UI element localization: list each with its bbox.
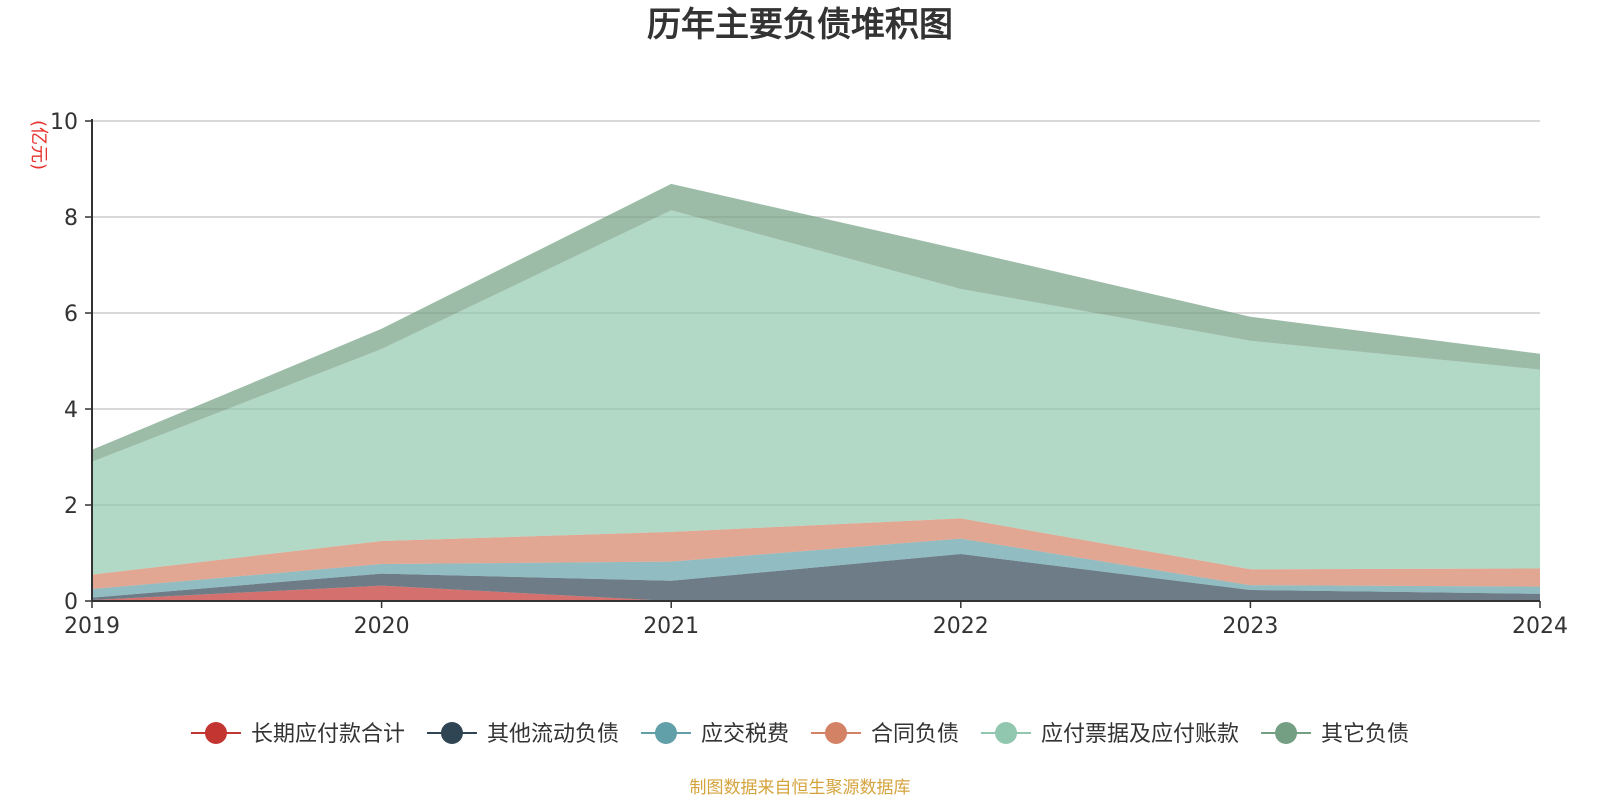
legend-label: 其它负债 [1321, 722, 1409, 747]
legend-marker [995, 722, 1018, 744]
legend-marker [825, 722, 847, 744]
y-tick-label: 10 [50, 110, 78, 135]
legend-item[interactable]: 应交税费 [640, 722, 789, 747]
legend-marker [204, 722, 227, 744]
legend-marker [654, 722, 677, 744]
y-tick-label: 0 [64, 590, 78, 615]
y-tick-label: 4 [64, 398, 78, 423]
legend-label: 应付票据及应付账款 [1041, 722, 1239, 747]
area-3[interactable] [92, 538, 1540, 598]
x-tick-label: 2020 [354, 614, 410, 639]
area-1[interactable] [92, 585, 1540, 601]
data-source-note: 制图数据来自恒生聚源数据库 [690, 778, 911, 798]
legend-label: 其他流动负债 [487, 722, 619, 747]
legend-item[interactable]: 应付票据及应付账款 [981, 722, 1239, 747]
y-axis-unit: (亿元) [28, 120, 49, 170]
x-tick-label: 2024 [1512, 614, 1568, 639]
y-tick-label: 6 [64, 302, 78, 327]
legend-item[interactable]: 长期应付款合计 [190, 722, 405, 747]
area-6[interactable] [92, 183, 1540, 462]
x-tick-label: 2022 [933, 614, 989, 639]
y-tick-label: 8 [64, 206, 78, 231]
legend[interactable]: 长期应付款合计 其他流动负债 应交税费 合同负债 应付票据及应付账款 其它负债 [190, 722, 1409, 747]
y-tick-label: 2 [64, 494, 78, 519]
legend-marker [440, 722, 463, 744]
legend-item[interactable]: 合同负债 [811, 722, 959, 747]
x-tick-label: 2019 [64, 614, 120, 639]
legend-marker [1275, 722, 1298, 744]
legend-item[interactable]: 其他流动负债 [426, 722, 619, 747]
area-2[interactable] [92, 554, 1540, 601]
x-tick-label: 2023 [1222, 614, 1278, 639]
area-5[interactable] [92, 210, 1540, 575]
area-4[interactable] [92, 518, 1540, 589]
chart-title: 历年主要负债堆积图 [647, 5, 953, 45]
area-series [92, 183, 1540, 601]
legend-label: 合同负债 [871, 722, 959, 747]
legend-item[interactable]: 其它负债 [1261, 722, 1409, 747]
legend-label: 长期应付款合计 [251, 722, 405, 747]
legend-label: 应交税费 [701, 722, 789, 747]
x-tick-label: 2021 [643, 614, 699, 639]
axes: 0 2 4 6 8 10 2019 2020 2021 2022 2023 2024 [50, 110, 1568, 639]
